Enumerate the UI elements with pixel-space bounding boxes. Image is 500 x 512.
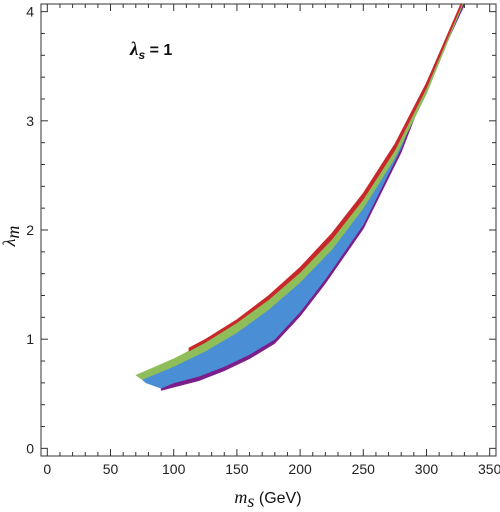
x-tick-label: 50 [103, 461, 119, 477]
y-axis-title: λm [0, 226, 23, 248]
x-tick-label: 300 [415, 461, 439, 477]
y-tick-label: 3 [26, 113, 34, 129]
x-tick-label: 350 [478, 461, 500, 477]
x-tick-label: 0 [43, 461, 51, 477]
x-tick-label: 200 [288, 461, 312, 477]
annotation-lambda-s: λs = 1 [129, 39, 172, 62]
plot-frame [40, 3, 497, 457]
x-tick-label: 250 [352, 461, 376, 477]
x-axis-title: ms (GeV) [234, 487, 301, 511]
x-tick-label: 150 [225, 461, 249, 477]
y-tick-label: 1 [26, 331, 34, 347]
y-tick-label: 4 [26, 4, 34, 20]
y-tick-label: 0 [26, 440, 34, 456]
band-3 [188, 4, 463, 352]
y-tick-label: 2 [26, 222, 34, 238]
x-tick-label: 100 [162, 461, 186, 477]
